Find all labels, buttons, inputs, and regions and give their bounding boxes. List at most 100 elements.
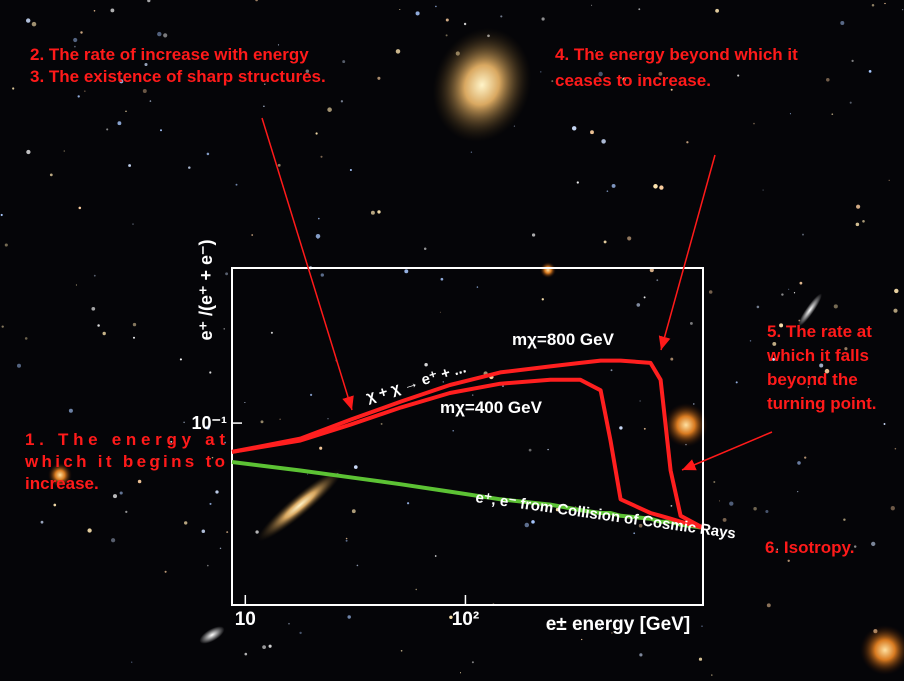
star (709, 290, 713, 294)
star (639, 400, 640, 401)
star (327, 418, 328, 419)
star (346, 540, 348, 542)
star (12, 87, 14, 89)
star (407, 502, 409, 504)
star (269, 645, 272, 648)
star (638, 8, 640, 10)
star (446, 34, 448, 36)
star (318, 218, 320, 220)
star (797, 491, 798, 492)
star (163, 33, 167, 37)
annotation: ceases to increase. (555, 71, 711, 90)
star (157, 32, 161, 36)
series-label: mχ=800 GeV (512, 330, 615, 349)
star (138, 480, 142, 484)
star (690, 322, 693, 325)
star (591, 5, 592, 6)
x-tick-label: 10 (235, 609, 256, 630)
star (310, 394, 312, 396)
star (542, 17, 545, 20)
star (131, 662, 132, 663)
star (76, 284, 77, 285)
star (78, 95, 80, 97)
star (686, 141, 688, 143)
star (133, 337, 135, 339)
star (804, 456, 806, 458)
star (278, 164, 281, 167)
star (500, 15, 502, 17)
annotation: beyond the (767, 370, 858, 389)
star (143, 89, 147, 93)
x-axis-label: e± energy [GeV] (546, 614, 691, 635)
star (671, 505, 673, 507)
star (446, 18, 449, 21)
star (644, 296, 646, 298)
star (529, 449, 532, 452)
star (183, 422, 184, 423)
star (319, 447, 322, 450)
star (209, 503, 211, 505)
star (2, 325, 4, 327)
star (207, 153, 210, 156)
star (736, 381, 738, 383)
star (902, 9, 903, 10)
star (435, 6, 437, 8)
star (416, 11, 420, 15)
star (424, 248, 427, 251)
star (165, 571, 167, 573)
star (532, 233, 535, 236)
star (607, 190, 609, 192)
star (540, 71, 541, 72)
star (316, 234, 321, 239)
star (440, 312, 441, 313)
star (64, 150, 66, 152)
star (856, 223, 860, 227)
star (133, 323, 136, 326)
star (226, 531, 228, 533)
star (670, 358, 673, 361)
star (97, 324, 100, 327)
star (50, 174, 53, 177)
annotation: 4. The energy beyond which it (555, 45, 798, 64)
star (207, 565, 209, 567)
star (307, 474, 308, 475)
star (514, 126, 515, 127)
star (255, 530, 258, 533)
star (750, 340, 751, 341)
annotation: 3. The existence of sharp structures. (30, 67, 326, 86)
star (525, 523, 529, 527)
star (737, 75, 739, 77)
star (79, 207, 82, 210)
star (69, 409, 73, 413)
star (279, 419, 280, 420)
star (212, 457, 214, 459)
star (94, 275, 96, 277)
star (619, 426, 622, 429)
star (245, 653, 248, 656)
star (636, 303, 640, 307)
star (701, 626, 702, 627)
star (377, 210, 380, 213)
star (767, 603, 771, 607)
star (271, 332, 273, 334)
star (547, 449, 548, 450)
star (316, 132, 318, 134)
star (320, 156, 322, 158)
star (381, 423, 383, 425)
star (106, 128, 108, 130)
star (723, 518, 727, 522)
star (713, 481, 715, 483)
star (800, 282, 803, 285)
star (763, 190, 764, 191)
star (357, 565, 359, 567)
star (826, 78, 830, 82)
star (471, 152, 472, 153)
star (699, 658, 702, 661)
star (851, 60, 853, 62)
star (424, 363, 427, 366)
star (352, 509, 356, 513)
star (347, 615, 350, 618)
star (84, 91, 85, 92)
star (753, 507, 756, 510)
star (346, 538, 348, 540)
